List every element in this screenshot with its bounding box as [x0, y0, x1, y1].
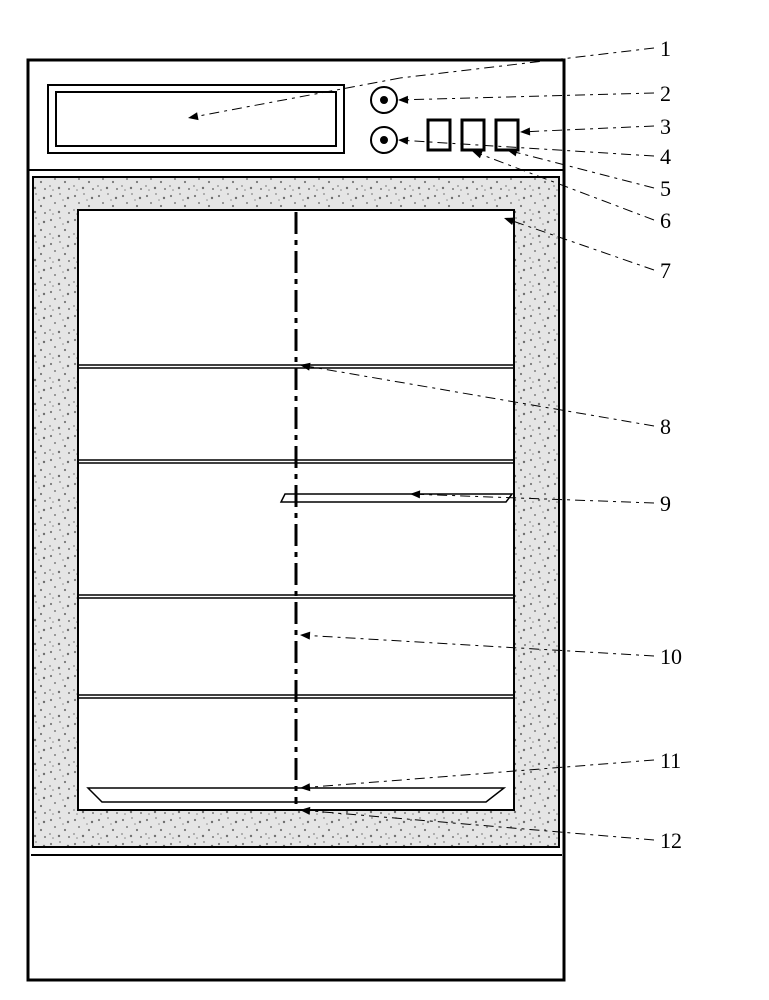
leader-arrowhead — [520, 128, 530, 136]
leader-arrowhead — [472, 151, 483, 158]
cabinet-body-textured — [33, 177, 559, 847]
leader-line-2 — [404, 93, 654, 100]
switch-1 — [428, 120, 450, 150]
leader-arrowhead — [300, 632, 310, 640]
callout-label-9: 9 — [660, 491, 671, 517]
leader-line-8 — [306, 366, 654, 426]
callout-label-6: 6 — [660, 208, 671, 234]
switch-3 — [496, 120, 518, 150]
knob-top-dot — [380, 96, 388, 104]
mid-tray — [281, 494, 512, 502]
leader-line-3 — [526, 126, 654, 132]
leader-line-10 — [306, 635, 654, 656]
callout-label-8: 8 — [660, 414, 671, 440]
callout-label-10: 10 — [660, 644, 682, 670]
callout-label-3: 3 — [660, 114, 671, 140]
leader-arrowhead — [398, 96, 408, 104]
callout-label-11: 11 — [660, 748, 681, 774]
callout-label-1: 1 — [660, 36, 671, 62]
callout-label-2: 2 — [660, 81, 671, 107]
switch-2 — [462, 120, 484, 150]
engineering-diagram: 123456789101112 — [0, 0, 769, 1000]
callout-label-7: 7 — [660, 258, 671, 284]
leader-line-1 — [194, 78, 400, 117]
leader-line-11 — [306, 760, 654, 788]
leader-arrowhead — [398, 137, 408, 145]
callout-label-12: 12 — [660, 828, 682, 854]
leader-line-1 — [400, 48, 654, 78]
callout-label-4: 4 — [660, 144, 671, 170]
knob-bottom-dot — [380, 136, 388, 144]
diagram-svg — [0, 0, 769, 1000]
callout-label-5: 5 — [660, 176, 671, 202]
leader-arrowhead — [300, 363, 311, 371]
leader-arrowhead — [188, 112, 199, 120]
